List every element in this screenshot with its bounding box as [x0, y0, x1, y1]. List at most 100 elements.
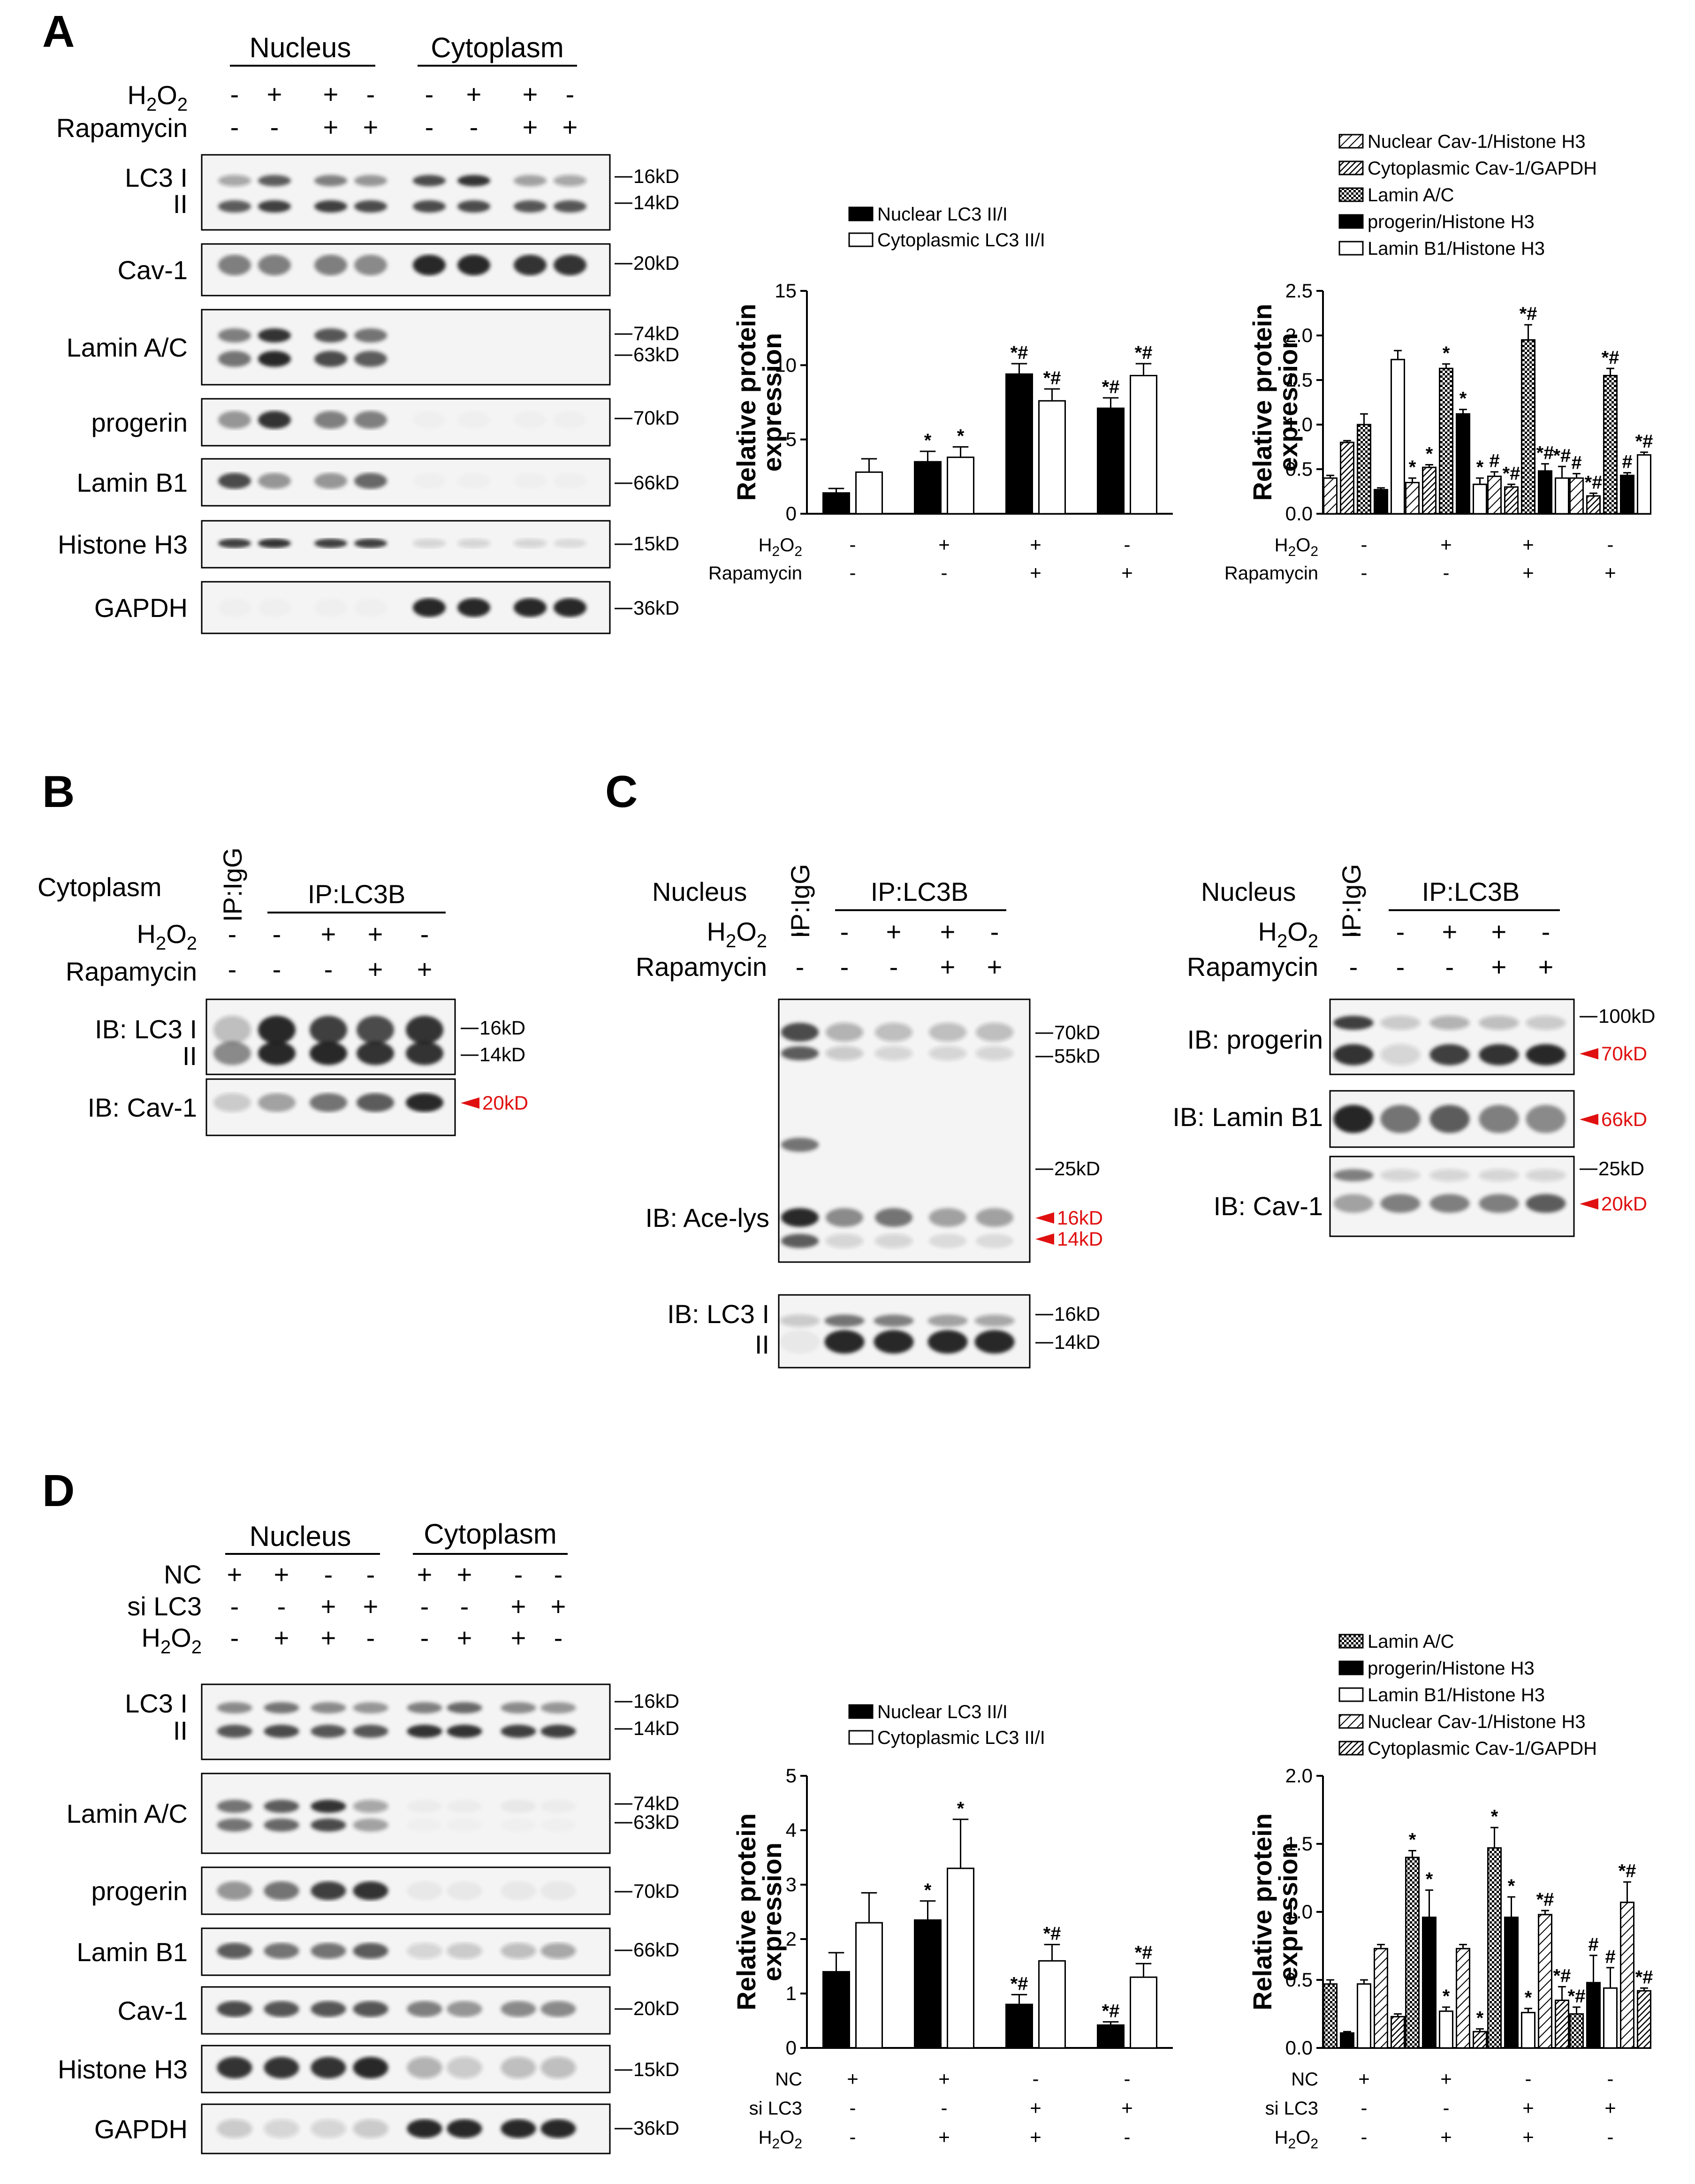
- treatment-symbol: +: [940, 952, 956, 982]
- blot-label: Cav-1: [118, 1996, 188, 2025]
- blot-bands: [213, 1093, 443, 1112]
- molecular-weight-marker: 70kD: [633, 407, 679, 429]
- blot-band: [407, 1725, 442, 1738]
- blot-band: [218, 175, 251, 186]
- significance-label: *#: [1536, 443, 1554, 464]
- condition-symbol: -: [1607, 2068, 1614, 2090]
- group-header-cytoplasm: Cytoplasm: [424, 1518, 556, 1550]
- condition-symbol: +: [1030, 562, 1041, 584]
- y-tick-label: 15: [775, 280, 797, 302]
- treatment-symbol: -: [889, 952, 898, 982]
- blot-band: [927, 1330, 968, 1354]
- condition-symbol: +: [1121, 2097, 1133, 2119]
- blot-band: [264, 1702, 299, 1713]
- blot-bands: [217, 2001, 576, 2017]
- significance-label: *: [957, 426, 965, 447]
- bar-nuclear-cav-1-histone-h3: [1456, 1948, 1470, 2049]
- condition-symbol: +: [938, 533, 950, 556]
- blot-band: [314, 328, 347, 342]
- y-axis-title: Relative protein: [731, 1813, 761, 2010]
- blot-cav-1: Cav-1 20kD: [118, 243, 679, 297]
- y-tick-label: 5: [786, 1765, 797, 1787]
- treatment-symbol: -: [366, 1560, 375, 1589]
- bar-progerin-histone-h3: [1586, 1982, 1601, 2049]
- blot-label: II: [182, 1041, 197, 1071]
- bar-lamin-a-c: [1521, 339, 1535, 515]
- bar-cytoplasmic-cav-1-gapdh: [1391, 2016, 1405, 2049]
- treatment-symbol: -: [1396, 917, 1405, 946]
- significance-label: *#: [1102, 2001, 1120, 2021]
- molecular-weight-marker: 14kD: [479, 1043, 525, 1065]
- blot-band: [413, 175, 446, 186]
- molecular-weight-marker: 74kD: [633, 1792, 679, 1814]
- blot-band: [501, 2001, 536, 2017]
- blot-band: [554, 411, 586, 429]
- y-axis-title: expression: [1273, 1842, 1303, 1981]
- significance-label: *: [1525, 1987, 1532, 2008]
- blot-band: [1380, 1169, 1421, 1181]
- group-header-nucleus: Nucleus: [250, 32, 351, 63]
- legend-label: progerin/Histone H3: [1368, 1658, 1535, 1679]
- blot-bands: [1333, 1105, 1566, 1133]
- blot-band: [1333, 1105, 1374, 1133]
- legend-swatch: [1338, 134, 1364, 149]
- blot-band: [1526, 1105, 1566, 1133]
- treatment-symbols-h2o2: - - + + -: [796, 917, 999, 946]
- blot-band: [314, 411, 347, 429]
- blot-progerin: progerin 70kD: [91, 398, 679, 447]
- blot-band: [258, 1042, 296, 1065]
- blot-band: [501, 1943, 536, 1959]
- blot-bands: [413, 598, 586, 617]
- bar-lamin-b1-histone-h3: [1391, 358, 1405, 515]
- blot-band: [310, 1016, 347, 1044]
- treatment-symbol: -: [840, 917, 849, 946]
- blot-band: [311, 1702, 346, 1713]
- condition-symbol: +: [1604, 2097, 1616, 2119]
- treatment-symbol: +: [417, 1560, 433, 1589]
- blot-band: [974, 1330, 1015, 1354]
- treatment-symbols-h2o2-right: - - + + -: [1349, 917, 1551, 946]
- blot-band: [413, 473, 446, 489]
- blot-band: [353, 2119, 388, 2138]
- blot-band: [264, 1943, 299, 1959]
- legend-label: Nuclear LC3 II/I: [877, 1702, 1008, 1722]
- molecular-weight-marker: 20kD: [633, 1997, 679, 2019]
- group-header-nucleus: Nucleus: [250, 1521, 351, 1552]
- blot-label: Histone H3: [58, 530, 188, 559]
- treatment-label-rapamycin: Rapamycin: [56, 113, 188, 143]
- condition-symbol: -: [941, 562, 948, 584]
- blot-lc3-i: LC3 III 16kD 14kD: [125, 1683, 679, 1760]
- condition-label: Rapamycin: [1224, 563, 1318, 584]
- blot-band: [413, 200, 446, 213]
- blot-band: [541, 1800, 576, 1813]
- blot-band: [413, 255, 446, 275]
- bar-lamin-b1-histone-h3: [1637, 454, 1651, 515]
- blot-band: [781, 1138, 819, 1152]
- blot-band: [824, 1330, 865, 1354]
- blot-band: [311, 2001, 346, 2017]
- molecular-weight-marker: 25kD: [1054, 1157, 1100, 1180]
- blot-cav-1: Cav-1 20kD: [118, 1986, 679, 2035]
- treatment-symbol: -: [277, 1591, 286, 1621]
- treatment-symbol: +: [267, 79, 282, 109]
- marker-arrow-icon: [1580, 1114, 1598, 1125]
- treatment-symbol: +: [227, 1560, 243, 1589]
- treatment-symbol: +: [321, 1591, 336, 1621]
- blot-band: [501, 2057, 536, 2078]
- blot-label: II: [755, 1330, 769, 1359]
- treatment-symbol: +: [1491, 917, 1507, 946]
- blot-band: [447, 1725, 482, 1738]
- legend-swatch: [848, 232, 874, 247]
- molecular-weight-marker: 16kD: [633, 1690, 679, 1712]
- chart-a-cav1: 0.0 0.5 1.0 1.5 2.0 2.5 Relative proteinexpres…: [1224, 131, 1653, 584]
- blot-band: [413, 539, 446, 548]
- blot-band: [780, 1315, 820, 1327]
- blot-band: [826, 1046, 863, 1060]
- blot-band: [357, 1016, 394, 1044]
- blot-label: II: [173, 1716, 188, 1745]
- bar-nuclear-cav-1-histone-h3: [1323, 477, 1338, 515]
- ip-lc3b-label: IP:LC3B: [308, 879, 406, 909]
- blot-band: [554, 598, 586, 617]
